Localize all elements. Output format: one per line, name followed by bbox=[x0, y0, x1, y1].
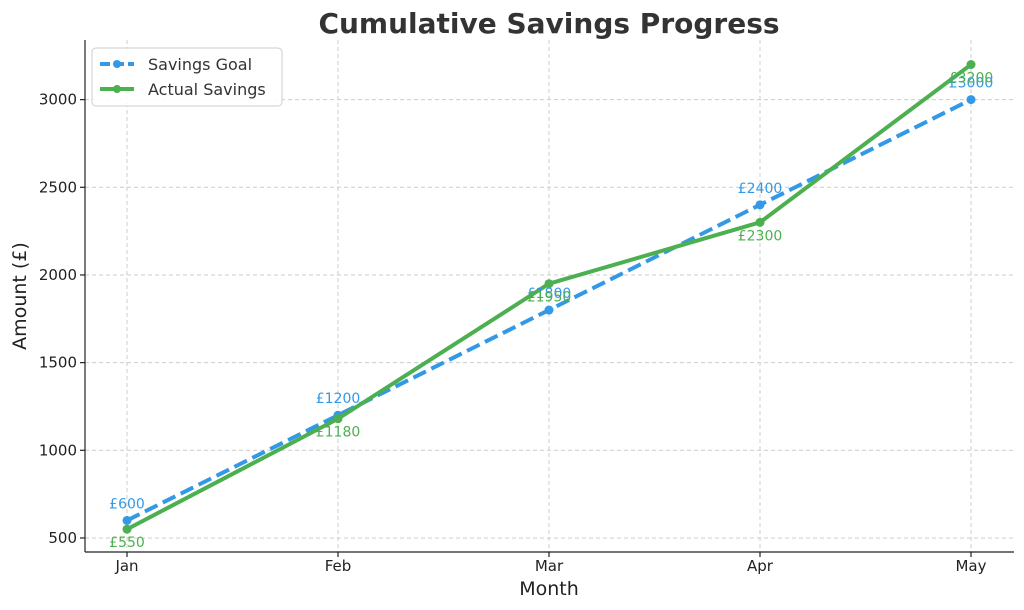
data-label-actual-savings: £1950 bbox=[527, 290, 572, 306]
data-point-actual-savings bbox=[755, 217, 765, 227]
legend-label-savings-goal: Savings Goal bbox=[148, 55, 252, 74]
y-axis-label: Amount (£) bbox=[9, 242, 31, 350]
y-tick-label: 1000 bbox=[39, 441, 77, 459]
data-label-actual-savings: £1180 bbox=[316, 425, 361, 441]
data-point-actual-savings bbox=[333, 414, 343, 424]
x-ticks: Jan Feb Mar Apr May bbox=[114, 552, 987, 575]
y-tick-label: 500 bbox=[48, 529, 77, 547]
chart-title: Cumulative Savings Progress bbox=[318, 7, 779, 40]
legend-marker-actual-savings bbox=[113, 85, 121, 93]
data-point-savings-goal bbox=[966, 95, 976, 105]
x-tick-label: Jan bbox=[114, 557, 138, 575]
data-point-actual-savings bbox=[544, 279, 554, 289]
data-label-actual-savings: £550 bbox=[109, 535, 145, 551]
y-tick-label: 2000 bbox=[39, 266, 77, 284]
legend-frame bbox=[91, 47, 283, 107]
data-label-savings-goal: £1200 bbox=[316, 391, 361, 407]
x-tick-label: May bbox=[955, 557, 986, 575]
data-label-actual-savings: £3200 bbox=[949, 71, 994, 87]
legend: Savings Goal Actual Savings bbox=[91, 47, 283, 107]
data-label-savings-goal: £600 bbox=[109, 496, 145, 512]
x-tick-label: Mar bbox=[535, 557, 564, 575]
grid bbox=[85, 40, 1014, 552]
x-tick-label: Feb bbox=[325, 557, 352, 575]
y-tick-label: 3000 bbox=[39, 91, 77, 109]
data-point-savings-goal bbox=[122, 515, 132, 525]
x-tick-label: Apr bbox=[747, 557, 774, 575]
legend-marker-savings-goal bbox=[113, 60, 121, 68]
data-point-actual-savings bbox=[122, 524, 132, 534]
data-point-savings-goal bbox=[544, 305, 554, 315]
data-label-savings-goal: £3000 bbox=[949, 76, 994, 92]
y-tick-label: 2500 bbox=[39, 178, 77, 196]
data-label-actual-savings: £2300 bbox=[738, 228, 783, 244]
y-ticks: 500 1000 1500 2000 2500 3000 bbox=[39, 91, 85, 547]
x-axis-label: Month bbox=[519, 578, 579, 600]
y-tick-label: 1500 bbox=[39, 354, 77, 372]
legend-label-actual-savings: Actual Savings bbox=[148, 80, 266, 99]
data-label-savings-goal: £1800 bbox=[527, 286, 572, 302]
data-label-savings-goal: £2400 bbox=[738, 181, 783, 197]
data-point-actual-savings bbox=[966, 60, 976, 70]
series bbox=[122, 60, 976, 534]
data-labels: £600 £1200 £1800 £2400 £3000 £550 £1180 £1950 £2… bbox=[109, 71, 993, 552]
data-point-savings-goal bbox=[755, 200, 765, 210]
